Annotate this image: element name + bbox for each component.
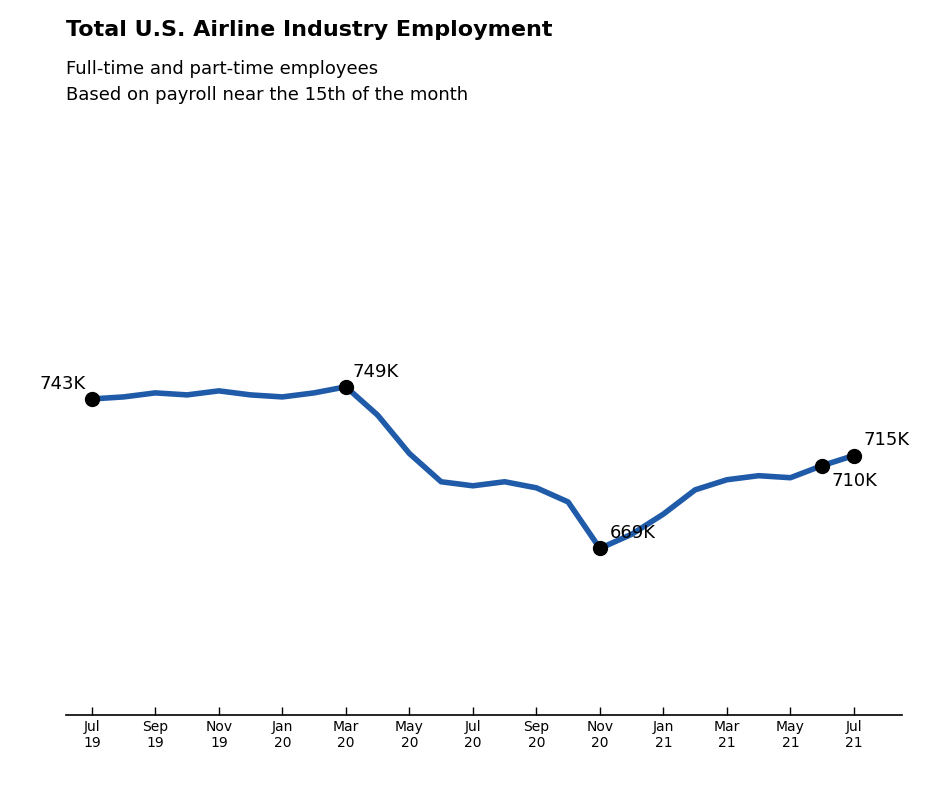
- Text: Based on payroll near the 15th of the month: Based on payroll near the 15th of the mo…: [66, 86, 469, 104]
- Text: 743K: 743K: [39, 375, 85, 393]
- Text: Total U.S. Airline Industry Employment: Total U.S. Airline Industry Employment: [66, 20, 553, 40]
- Text: 669K: 669K: [609, 524, 656, 542]
- Text: 749K: 749K: [352, 362, 399, 381]
- Text: 715K: 715K: [864, 431, 909, 450]
- Text: 710K: 710K: [831, 472, 878, 490]
- Text: Full-time and part-time employees: Full-time and part-time employees: [66, 60, 379, 78]
